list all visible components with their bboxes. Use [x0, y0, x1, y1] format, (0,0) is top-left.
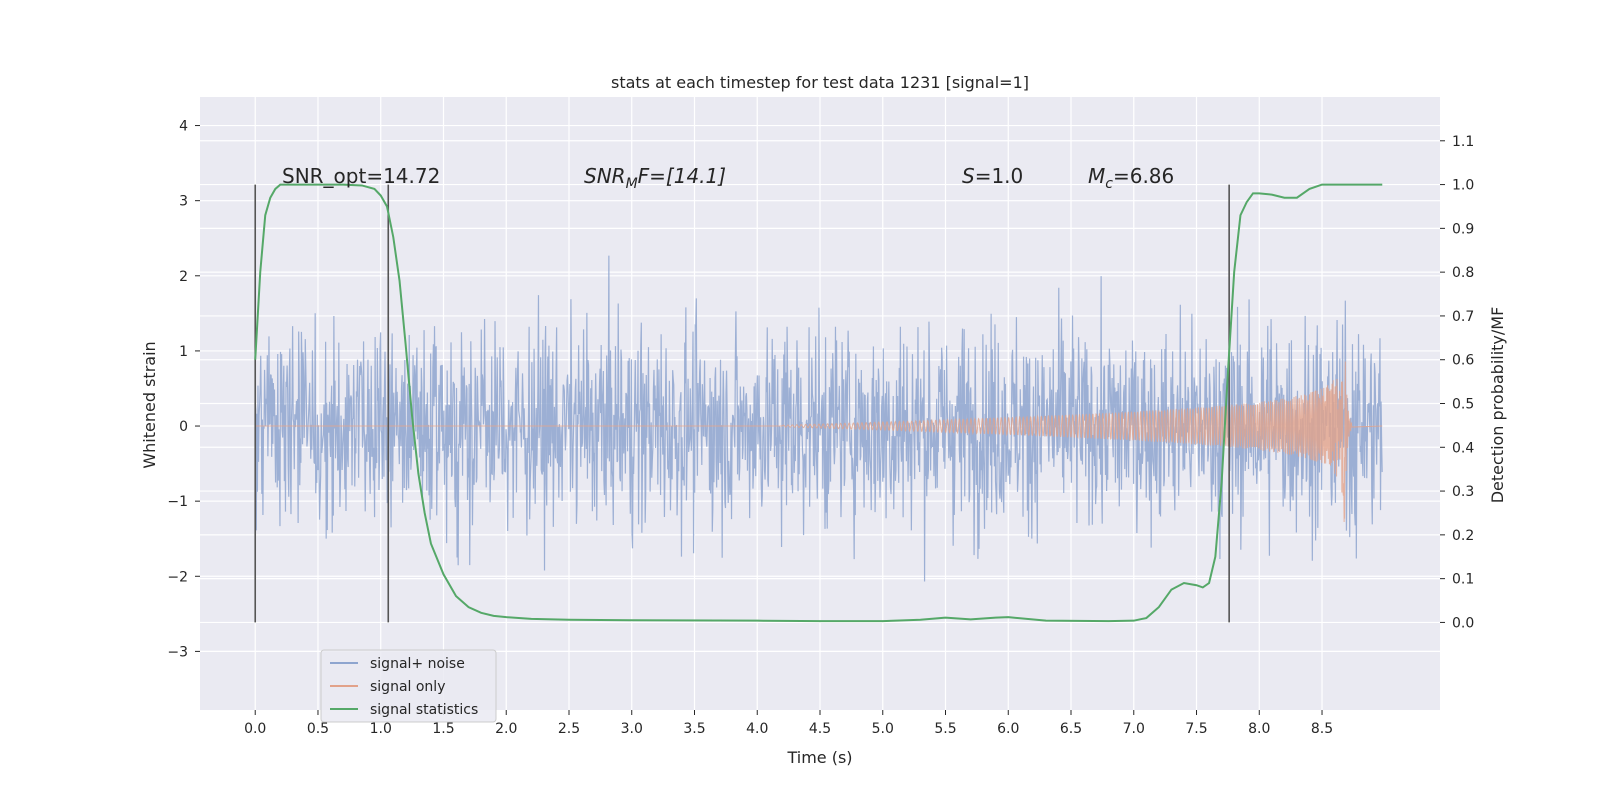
x-tick-label: 3.5: [683, 721, 705, 737]
signal-statistics-series: [254, 183, 1383, 623]
right-y-tick-label: 1.0: [1452, 178, 1474, 194]
x-tick-label: 6.5: [1060, 721, 1082, 737]
annotation-snr-opt: SNR_opt=14.72: [282, 164, 440, 188]
left-y-tick-label: 1: [179, 344, 188, 360]
x-tick-label: 3.0: [621, 721, 643, 737]
right-y-tick-label: 0.6: [1452, 353, 1474, 369]
annotation-mc: Mc=6.86: [1088, 164, 1174, 192]
left-y-tick-label: 3: [179, 194, 188, 210]
right-y-tick-label: 1.1: [1452, 134, 1474, 150]
x-tick-label: 1.5: [432, 721, 454, 737]
s-base: S: [962, 164, 975, 188]
x-axis-ticks: 0.0 0.5 1.0 1.5 2.0 2.5 3.0 3.5 4.0 4.5 5.0 5.5 6.0 6…: [244, 710, 1333, 737]
x-tick-label: 1.0: [370, 721, 392, 737]
right-y-tick-label: 0.9: [1452, 221, 1474, 237]
x-tick-label: 7.5: [1185, 721, 1207, 737]
x-tick-label: 5.5: [934, 721, 956, 737]
right-y-tick-label: 0.5: [1452, 397, 1474, 413]
legend-label-signal-statistics: signal statistics: [370, 702, 478, 718]
x-tick-label: 5.0: [872, 721, 894, 737]
marker-vertical-lines: [254, 184, 1230, 623]
annotation-s: S=1.0: [962, 164, 1023, 188]
right-y-axis-label: Detection probability/MF: [1488, 307, 1507, 504]
legend-label-signal-noise: signal+ noise: [370, 656, 465, 672]
signal-only-series: [255, 361, 1383, 523]
right-y-tick-label: 0.4: [1452, 440, 1474, 456]
snr-mf-base: SNR: [584, 164, 626, 188]
mc-rest: =6.86: [1113, 164, 1174, 188]
legend-label-signal-only: signal only: [370, 679, 445, 695]
left-y-tick-label: −3: [167, 644, 188, 660]
mc-subscript: c: [1105, 176, 1113, 192]
x-tick-label: 0.5: [307, 721, 329, 737]
left-y-axis-label: Whitened strain: [140, 341, 159, 468]
x-tick-label: 0.0: [244, 721, 266, 737]
x-tick-label: 2.0: [495, 721, 517, 737]
annotation-snr-mf: SNRMF=[14.1]: [584, 164, 726, 192]
s-rest: =1.0: [975, 164, 1024, 188]
mc-base: M: [1088, 164, 1105, 188]
right-y-axis-ticks: 0.0 0.1 0.2 0.3 0.4 0.5 0.6 0.7 0.8 0.9 1.0 1.1: [1440, 134, 1474, 631]
left-y-tick-label: 0: [179, 419, 188, 435]
chart-title: stats at each timestep for test data 123…: [611, 73, 1029, 92]
legend-box: [320, 649, 497, 723]
left-y-axis-ticks: −3 −2 −1 0 1 2 3 4: [167, 119, 200, 660]
x-axis-label: Time (s): [786, 748, 852, 767]
right-y-tick-label: 0.8: [1452, 265, 1474, 281]
right-y-tick-label: 0.7: [1452, 309, 1474, 325]
right-y-tick-label: 0.2: [1452, 528, 1474, 544]
left-y-tick-label: 4: [179, 119, 188, 135]
left-y-tick-label: −2: [167, 569, 188, 585]
x-tick-label: 8.5: [1311, 721, 1333, 737]
x-tick-label: 4.0: [746, 721, 768, 737]
x-tick-label: 6.0: [997, 721, 1019, 737]
left-y-tick-label: −1: [167, 494, 188, 510]
left-y-tick-label: 2: [179, 269, 188, 285]
x-tick-label: 2.5: [558, 721, 580, 737]
x-tick-label: 7.0: [1123, 721, 1145, 737]
right-y-tick-label: 0.0: [1452, 615, 1474, 631]
x-tick-label: 4.5: [809, 721, 831, 737]
snr-mf-subscript: M: [626, 176, 638, 192]
right-y-tick-label: 0.3: [1452, 484, 1474, 500]
signal-noise-series: [254, 255, 1383, 582]
right-y-tick-label: 0.1: [1452, 572, 1474, 588]
x-tick-label: 8.0: [1248, 721, 1270, 737]
snr-mf-rest: F=[14.1]: [638, 164, 726, 188]
legend: signal+ noise signal only signal statist…: [320, 649, 497, 723]
